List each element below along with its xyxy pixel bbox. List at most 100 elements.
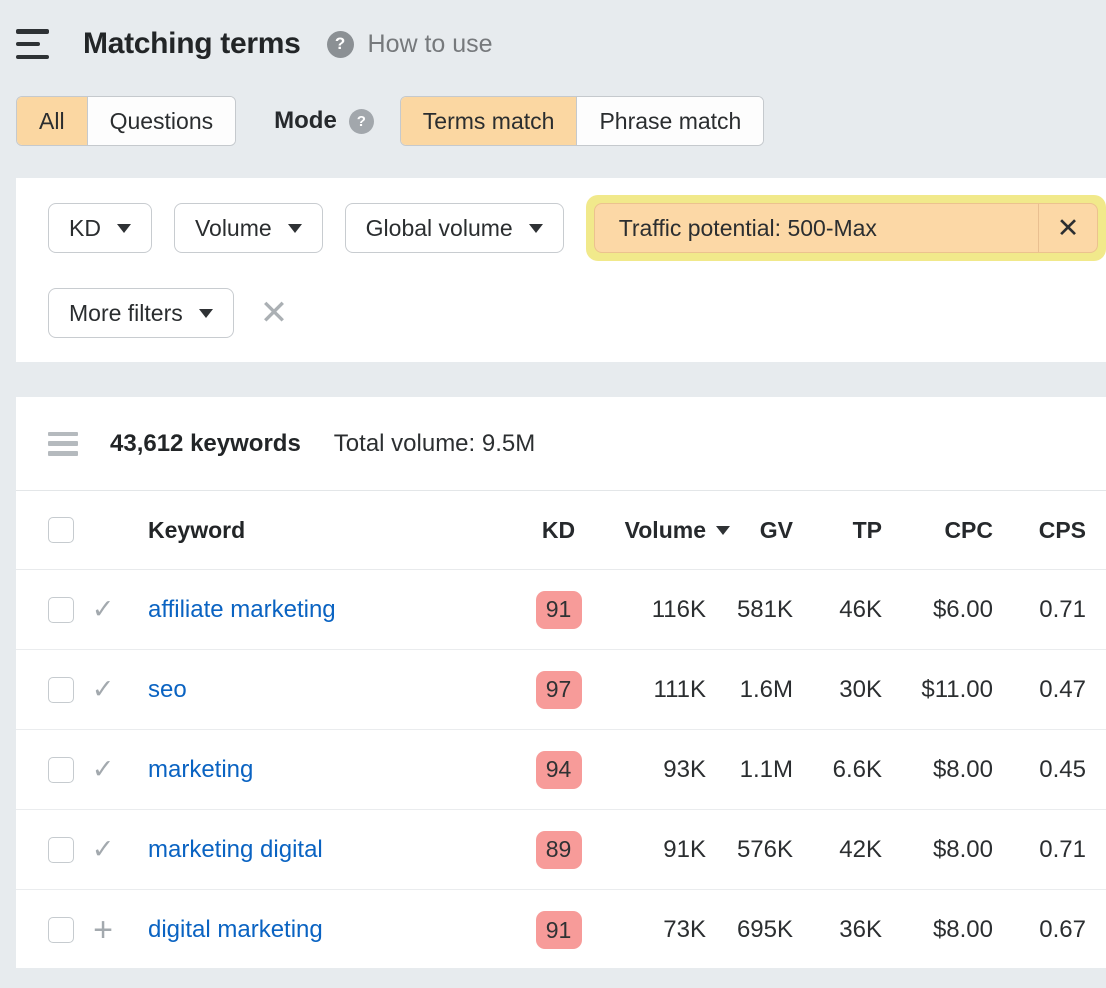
keywords-count: 43,612 keywords — [110, 429, 301, 457]
cpc-value: $8.00 — [932, 835, 993, 863]
row-checkbox[interactable] — [48, 596, 74, 623]
table-row: ✓ affiliate marketing 91 116K 581K 46K $… — [16, 570, 1106, 650]
global-volume-filter-dropdown[interactable]: Global volume — [344, 203, 564, 253]
column-header-cps[interactable]: CPS — [1038, 516, 1086, 543]
gv-value: 1.6M — [739, 675, 793, 703]
tp-value: 46K — [839, 595, 882, 623]
plus-icon[interactable]: + — [93, 911, 113, 949]
kd-filter-dropdown[interactable]: KD — [48, 203, 152, 253]
keyword-link[interactable]: marketing digital — [148, 835, 323, 863]
chevron-down-icon — [528, 223, 543, 233]
traffic-potential-filter-chip[interactable]: Traffic potential: 500-Max ✕ — [593, 203, 1098, 253]
tp-value: 36K — [839, 916, 882, 943]
remove-filter-icon[interactable]: ✕ — [1056, 212, 1080, 243]
table-row: ✓ marketing digital 89 91K 576K 42K $8.0… — [16, 810, 1106, 890]
cpc-value: $11.00 — [921, 675, 993, 703]
kd-badge: 91 — [535, 590, 582, 629]
total-volume: Total volume: 9.5M — [333, 429, 536, 457]
gv-value: 581K — [736, 595, 793, 623]
kd-filter-label: KD — [69, 214, 101, 241]
column-header-keyword[interactable]: Keyword — [148, 516, 246, 543]
row-checkbox[interactable] — [48, 836, 74, 863]
gv-value: 695K — [736, 916, 793, 943]
tp-value: 30K — [839, 675, 882, 703]
traffic-potential-highlight: Traffic potential: 500-Max ✕ — [585, 195, 1106, 261]
hamburger-menu-icon[interactable] — [16, 29, 49, 59]
column-header-gv[interactable]: GV — [759, 516, 793, 543]
results-panel: 43,612 keywords Total volume: 9.5M Keywo… — [16, 397, 1106, 968]
mode-tabs: Terms match Phrase match — [399, 96, 765, 146]
volume-value: 111K — [653, 675, 707, 703]
filter-panel: KD Volume Global volume Traffic potentia… — [16, 178, 1106, 362]
check-icon[interactable]: ✓ — [91, 834, 115, 864]
volume-filter-label: Volume — [194, 214, 272, 241]
results-header: 43,612 keywords Total volume: 9.5M — [16, 397, 1106, 490]
cps-value: 0.71 — [1039, 835, 1086, 863]
keyword-link[interactable]: affiliate marketing — [148, 595, 336, 623]
volume-value: 91K — [663, 835, 706, 863]
gv-value: 576K — [736, 835, 793, 863]
table-row: + digital marketing 91 73K 695K 36K $8.0… — [16, 890, 1106, 968]
app-header: Matching terms ? How to use — [16, 20, 1106, 68]
more-filters-label: More filters — [69, 299, 183, 326]
check-icon[interactable]: ✓ — [91, 674, 115, 704]
global-volume-filter-label: Global volume — [365, 214, 513, 241]
tab-all[interactable]: All — [17, 97, 87, 145]
cps-value: 0.45 — [1039, 755, 1086, 783]
volume-value: 93K — [663, 755, 706, 783]
keyword-link[interactable]: marketing — [148, 755, 254, 783]
kd-badge: 94 — [535, 750, 582, 789]
chevron-down-icon — [198, 308, 213, 318]
column-header-volume[interactable]: Volume — [606, 516, 730, 544]
mode-label: Mode — [274, 107, 337, 134]
volume-value: 116K — [651, 595, 706, 623]
gv-value: 1.1M — [739, 755, 793, 783]
tab-phrase-match[interactable]: Phrase match — [576, 97, 764, 145]
list-options-icon[interactable] — [48, 431, 78, 456]
keyword-link[interactable]: seo — [148, 675, 187, 703]
traffic-potential-filter-label[interactable]: Traffic potential: 500-Max — [618, 214, 877, 241]
cpc-value: $8.00 — [932, 916, 993, 943]
table-row: ✓ marketing 94 93K 1.1M 6.6K $8.00 0.45 — [16, 730, 1106, 810]
cps-value: 0.47 — [1039, 675, 1086, 703]
row-checkbox[interactable] — [48, 676, 74, 703]
clear-all-filters-icon[interactable]: ✕ — [259, 294, 289, 332]
tp-value: 42K — [839, 835, 882, 863]
table-body: ✓ affiliate marketing 91 116K 581K 46K $… — [16, 570, 1106, 968]
mode-help-icon[interactable]: ? — [348, 108, 374, 134]
chevron-down-icon — [287, 223, 302, 233]
tab-questions[interactable]: Questions — [86, 97, 236, 145]
kd-badge: 91 — [535, 911, 582, 949]
keyword-link[interactable]: digital marketing — [148, 916, 323, 943]
help-icon[interactable]: ? — [326, 30, 354, 58]
kd-badge: 97 — [535, 670, 582, 709]
table-row: ✓ seo 97 111K 1.6M 30K $11.00 0.47 — [16, 650, 1106, 730]
cps-value: 0.71 — [1039, 595, 1086, 623]
volume-value: 73K — [663, 916, 706, 943]
more-filters-dropdown[interactable]: More filters — [48, 288, 234, 338]
check-icon[interactable]: ✓ — [91, 754, 115, 784]
chip-divider — [1038, 204, 1039, 252]
volume-header-label: Volume — [624, 516, 706, 543]
scope-tabs: All Questions — [16, 96, 237, 146]
how-to-use-link[interactable]: How to use — [367, 29, 493, 58]
check-icon[interactable]: ✓ — [91, 594, 115, 624]
row-checkbox[interactable] — [48, 917, 74, 943]
tabs-row: All Questions Mode ? Terms match Phrase … — [16, 96, 1106, 146]
tp-value: 6.6K — [832, 755, 882, 783]
tab-terms-match[interactable]: Terms match — [400, 97, 577, 145]
sort-desc-icon — [716, 526, 730, 535]
cpc-value: $8.00 — [932, 755, 993, 783]
row-checkbox[interactable] — [48, 756, 74, 783]
select-all-checkbox[interactable] — [48, 517, 74, 543]
table-header-row: Keyword KD Volume GV TP CPC CPS — [16, 490, 1106, 570]
volume-filter-dropdown[interactable]: Volume — [173, 203, 323, 253]
page-title: Matching terms — [83, 27, 301, 60]
column-header-cpc[interactable]: CPC — [944, 516, 993, 543]
column-header-tp[interactable]: TP — [852, 516, 882, 543]
cpc-value: $6.00 — [932, 595, 993, 623]
cps-value: 0.67 — [1039, 916, 1086, 943]
kd-badge: 89 — [535, 830, 582, 869]
chevron-down-icon — [116, 223, 131, 233]
column-header-kd[interactable]: KD — [541, 516, 576, 543]
